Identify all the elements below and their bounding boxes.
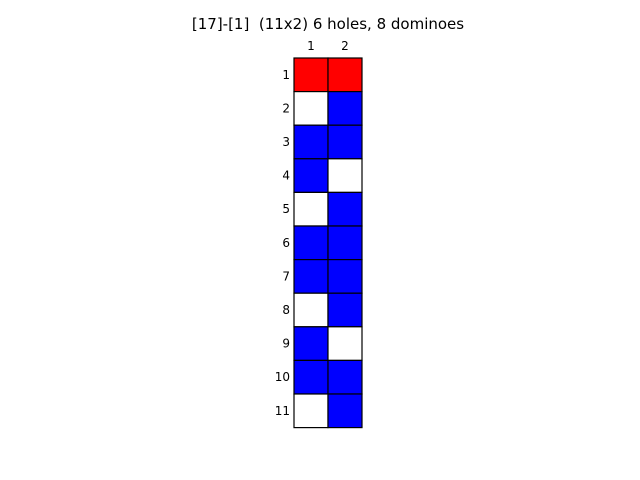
row-label: 3 <box>282 135 290 149</box>
row-label: 7 <box>282 269 290 283</box>
cell-blue-r11-c2 <box>327 393 363 429</box>
row-label: 9 <box>282 337 290 351</box>
cell-white-r2-c1 <box>293 90 329 126</box>
cell-blue-r10-c2 <box>327 359 363 395</box>
cell-red-r1-c2 <box>327 57 363 93</box>
cell-blue-r7-c1 <box>293 259 329 294</box>
cell-blue-r10-c1 <box>293 359 329 395</box>
cell-white-r9-c2 <box>327 326 363 361</box>
cell-white-r4-c2 <box>327 158 363 194</box>
cell-blue-r7-c2 <box>327 259 363 294</box>
row-label: 1 <box>282 68 290 82</box>
row-label: 10 <box>275 370 290 384</box>
cell-red-r1-c1 <box>293 57 329 93</box>
cell-blue-r4-c1 <box>293 158 329 194</box>
cell-blue-r9-c1 <box>293 326 329 361</box>
cell-blue-r6-c1 <box>293 225 329 261</box>
row-label: 8 <box>282 303 290 317</box>
col-label: 1 <box>307 39 315 53</box>
cell-white-r8-c1 <box>293 292 329 328</box>
row-label: 5 <box>282 202 290 216</box>
cell-blue-r6-c2 <box>327 225 363 261</box>
cell-blue-r8-c2 <box>327 292 363 328</box>
row-label: 2 <box>282 101 290 115</box>
figure-title: [17]-[1] (11x2) 6 holes, 8 dominoes <box>191 15 465 33</box>
cell-blue-r3-c2 <box>327 124 363 160</box>
cell-blue-r3-c1 <box>293 124 329 160</box>
cell-blue-r2-c2 <box>327 90 363 126</box>
row-label: 11 <box>275 404 290 418</box>
col-label: 2 <box>341 39 349 53</box>
row-label: 6 <box>282 236 290 250</box>
cell-white-r5-c1 <box>293 191 329 227</box>
row-label: 4 <box>282 169 290 183</box>
cell-white-r11-c1 <box>293 393 329 429</box>
cell-blue-r5-c2 <box>327 191 363 227</box>
